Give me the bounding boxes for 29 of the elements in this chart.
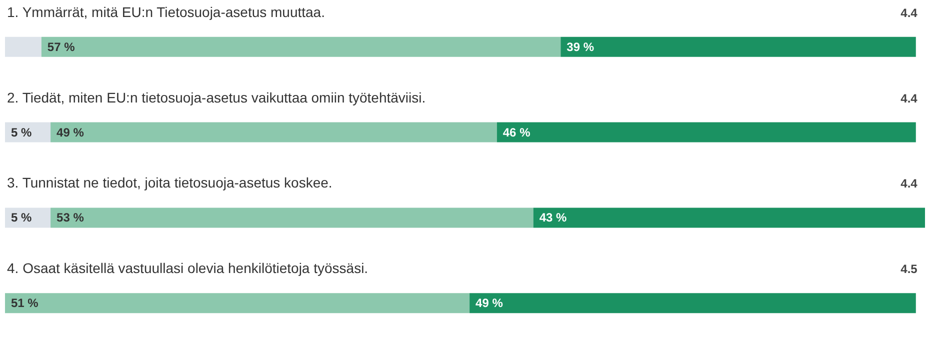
y-tick-label: 2. Tiedät, miten EU:n tietosuoja-asetus vaikuttaa omiin työtehtäviisi.	[7, 89, 426, 106]
data-label: 5 %	[11, 125, 32, 140]
data-label: 53 %	[56, 210, 84, 225]
bar	[496, 122, 916, 142]
bar	[470, 293, 916, 314]
annotation: 4.4	[900, 91, 918, 106]
bar	[5, 208, 51, 228]
data-label: 57 %	[47, 40, 76, 54]
data-label: 46 %	[502, 125, 531, 140]
data-label: 5 %	[11, 210, 32, 225]
bar	[560, 36, 916, 57]
annotation: 4.4	[900, 6, 918, 20]
bar	[5, 293, 470, 314]
data-label: 49 %	[56, 125, 84, 140]
annotation: 4.5	[900, 262, 918, 276]
bar	[5, 122, 51, 142]
data-label: 51 %	[11, 296, 39, 310]
data-label: 43 %	[539, 210, 567, 225]
data-label: 49 %	[476, 296, 504, 310]
bar	[5, 36, 42, 57]
bar	[533, 208, 925, 228]
y-tick-label: 4. Osaat käsitellä vastuullasi olevia henkilötietoja työssäsi.	[7, 260, 368, 276]
annotation: 4.4	[900, 176, 918, 191]
y-tick-label: 3. Tunnistat ne tiedot, joita tietosuoja-asetus koskee.	[7, 174, 332, 191]
data-label: 39 %	[566, 40, 594, 54]
bar	[41, 36, 561, 57]
bar	[50, 208, 534, 228]
y-tick-label: 1. Ymmärrät, mitä EU:n Tietosuoja-asetus muuttaa.	[7, 4, 325, 20]
bar	[50, 122, 497, 142]
